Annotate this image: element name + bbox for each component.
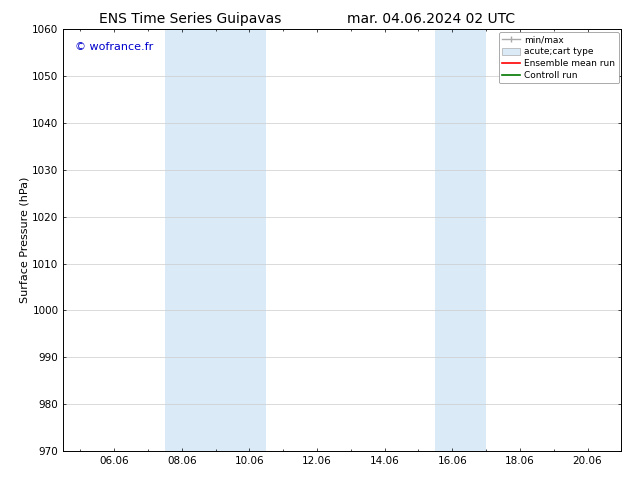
Bar — [436, 29, 486, 451]
Text: mar. 04.06.2024 02 UTC: mar. 04.06.2024 02 UTC — [347, 12, 515, 26]
Y-axis label: Surface Pressure (hPa): Surface Pressure (hPa) — [20, 177, 30, 303]
Text: ENS Time Series Guipavas: ENS Time Series Guipavas — [99, 12, 281, 26]
Bar — [165, 29, 266, 451]
Legend: min/max, acute;cart type, Ensemble mean run, Controll run: min/max, acute;cart type, Ensemble mean … — [499, 32, 619, 83]
Text: © wofrance.fr: © wofrance.fr — [75, 42, 153, 52]
